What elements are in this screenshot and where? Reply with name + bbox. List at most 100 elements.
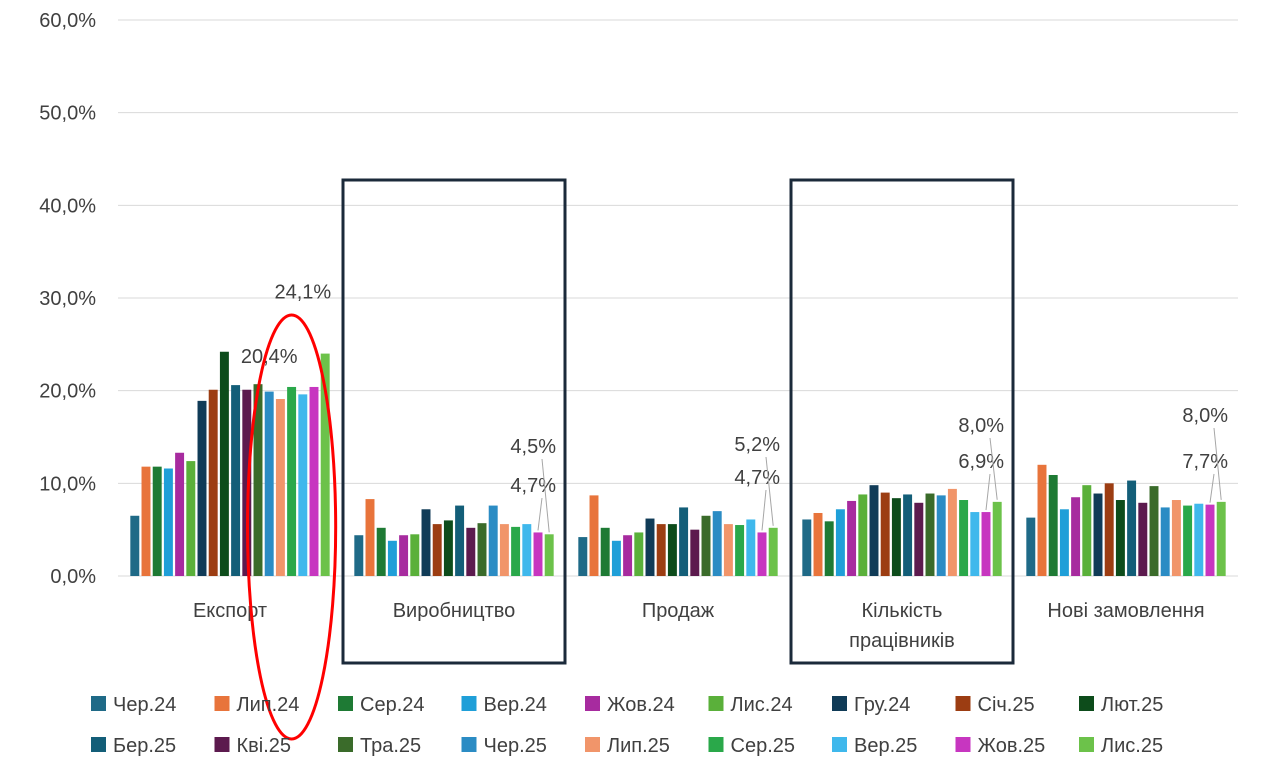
data-label: 8,0% — [1182, 405, 1228, 427]
bar — [1093, 493, 1103, 576]
bars — [130, 351, 1226, 576]
category-label: Продаж — [642, 600, 715, 622]
bar — [1183, 505, 1193, 576]
bar — [735, 525, 745, 576]
legend-label: Бер.25 — [113, 735, 176, 757]
bar — [712, 511, 722, 576]
bar — [768, 527, 778, 576]
bar — [1171, 500, 1181, 576]
legend-swatch — [91, 696, 106, 711]
annotations — [246, 178, 1015, 741]
y-tick-label: 40,0% — [39, 195, 96, 217]
bar — [298, 394, 308, 576]
bar — [410, 534, 420, 576]
legend-label: Лют.25 — [1101, 694, 1163, 716]
y-axis: 0,0% 10,0% 20,0% 30,0% 40,0% 50,0% 60,0% — [39, 10, 96, 588]
leader-line — [537, 497, 543, 531]
legend-label: Жов.25 — [978, 735, 1046, 757]
bar — [1127, 480, 1137, 576]
y-tick-label: 50,0% — [39, 103, 96, 125]
bar — [690, 529, 700, 576]
bar — [544, 534, 554, 576]
data-label: 24,1% — [274, 282, 331, 304]
bar — [1160, 507, 1170, 576]
bar — [421, 509, 431, 576]
bar — [802, 519, 812, 576]
category-label: Нові замовлення — [1047, 600, 1204, 622]
leader-line — [1209, 473, 1215, 503]
category-label: Кількість — [862, 600, 943, 622]
bar — [1059, 509, 1069, 576]
bar — [701, 515, 711, 576]
legend-label: Чер.25 — [484, 735, 547, 757]
bar — [914, 502, 924, 576]
bar — [354, 535, 364, 576]
legend-swatch — [708, 737, 724, 752]
bar — [1115, 500, 1125, 576]
bar — [869, 485, 879, 576]
bar — [175, 452, 185, 576]
y-tick-label: 30,0% — [39, 288, 96, 310]
legend: Чер.24 Лип.24 Сер.24 Вер.24 Жов.24 Лис.24 Гру.… — [91, 694, 1163, 757]
x-axis: Експорт Виробництво Продаж Кількість працівн… — [193, 600, 1205, 652]
legend-swatch — [585, 737, 600, 752]
bar — [1026, 517, 1036, 576]
legend-swatch — [585, 696, 600, 711]
category-label: Виробництво — [393, 600, 516, 622]
legend-label: Лис.25 — [1101, 735, 1163, 757]
bar — [880, 492, 890, 576]
legend-label: Вер.25 — [854, 735, 917, 757]
legend-swatch — [955, 696, 971, 711]
bar — [623, 535, 633, 576]
bar — [1104, 483, 1114, 576]
bar — [981, 512, 991, 576]
bar — [231, 385, 241, 576]
legend-label: Чер.24 — [113, 694, 176, 716]
bar — [611, 540, 621, 576]
bar — [746, 519, 756, 576]
bar — [679, 507, 689, 576]
bar — [847, 500, 857, 576]
data-label: 8,0% — [958, 415, 1004, 437]
legend-label: Лип.25 — [607, 735, 670, 757]
category-label: Експорт — [193, 600, 267, 622]
bar — [600, 527, 610, 576]
bar — [858, 494, 868, 576]
legend-swatch — [1079, 737, 1094, 752]
bar — [1037, 464, 1047, 576]
bar — [264, 391, 274, 576]
bar — [1082, 485, 1092, 576]
legend-swatch — [214, 696, 230, 711]
data-label: 7,7% — [1182, 451, 1228, 473]
bar — [511, 526, 521, 576]
bar — [645, 518, 655, 576]
legend-label: Вер.24 — [484, 694, 547, 716]
bar — [275, 399, 285, 576]
data-label: 5,2% — [734, 434, 780, 456]
leader-line — [541, 458, 550, 533]
bar — [656, 524, 666, 576]
leader-line — [761, 489, 767, 531]
legend-swatch — [338, 737, 353, 752]
bar — [208, 389, 218, 576]
bar — [242, 389, 252, 576]
bar — [320, 353, 330, 576]
bar — [186, 461, 196, 576]
bar — [813, 512, 823, 576]
y-tick-label: 20,0% — [39, 381, 96, 403]
bar — [455, 505, 465, 576]
bar — [634, 532, 644, 576]
leader-line — [985, 473, 991, 511]
highlight-rectangle — [341, 178, 567, 665]
legend-label: Лис.24 — [731, 694, 793, 716]
data-label: 4,7% — [734, 467, 780, 489]
category-label: працівників — [849, 630, 955, 652]
data-label: 4,7% — [510, 475, 556, 497]
bar — [1138, 502, 1148, 576]
data-label: 6,9% — [958, 451, 1004, 473]
bar — [1194, 503, 1204, 576]
legend-label: Сер.24 — [360, 694, 425, 716]
y-tick-label: 60,0% — [39, 10, 96, 32]
bar — [970, 512, 980, 576]
